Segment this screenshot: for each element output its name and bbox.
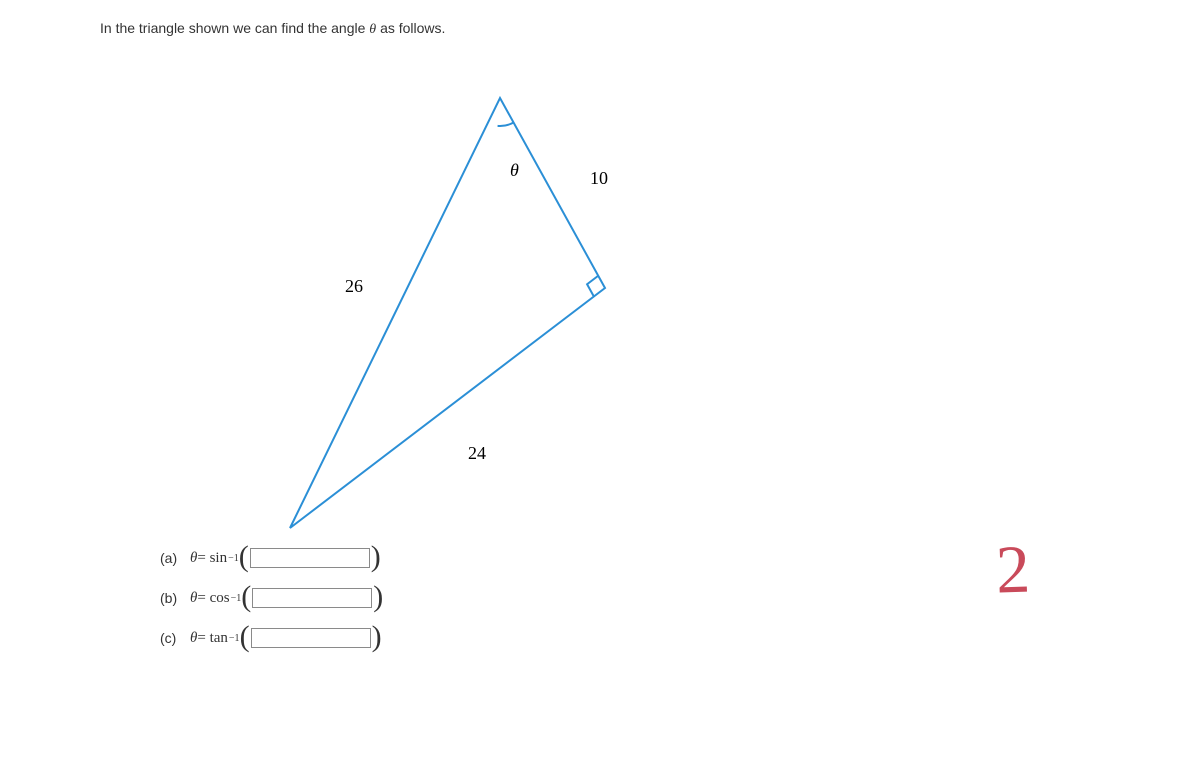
- part-func: = tan: [197, 630, 228, 647]
- part-func: = sin: [197, 550, 227, 567]
- part-label: (b): [160, 590, 190, 606]
- part-exp: −1: [231, 593, 242, 604]
- answer-input-a[interactable]: [250, 548, 370, 568]
- label-theta: θ: [510, 160, 519, 181]
- label-side-left: 26: [345, 276, 363, 297]
- triangle-svg: [180, 68, 700, 538]
- part-theta: θ: [190, 550, 197, 567]
- part-label: (a): [160, 550, 190, 566]
- part-theta: θ: [190, 590, 197, 607]
- handwritten-annotation: 2: [995, 529, 1032, 609]
- part-equation: θ = cos−1 ( ): [190, 588, 383, 608]
- triangle-diagram: θ 10 26 24: [180, 68, 700, 538]
- part-exp: −1: [228, 553, 239, 564]
- answer-input-b[interactable]: [252, 588, 372, 608]
- part-theta: θ: [190, 630, 197, 647]
- label-side-right: 10: [590, 168, 608, 189]
- part-func: = cos: [197, 590, 229, 607]
- label-side-base: 24: [468, 443, 486, 464]
- question-prompt: In the triangle shown we can find the an…: [100, 20, 1160, 38]
- answer-input-c[interactable]: [251, 628, 371, 648]
- part-label: (c): [160, 630, 190, 646]
- prompt-before: In the triangle shown we can find the an…: [100, 20, 369, 36]
- part-row: (c) θ = tan−1 ( ): [160, 628, 1160, 648]
- part-equation: θ = tan−1 ( ): [190, 628, 382, 648]
- prompt-after: as follows.: [376, 20, 445, 36]
- part-equation: θ = sin−1 ( ): [190, 548, 381, 568]
- part-exp: −1: [229, 633, 240, 644]
